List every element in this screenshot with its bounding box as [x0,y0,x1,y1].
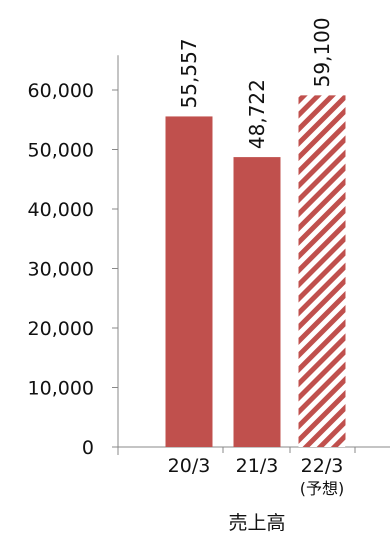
data-label: 48,722 [245,79,269,149]
data-label: 59,100 [310,17,334,87]
y-tick-label: 40,000 [28,199,94,221]
bar-21-3 [233,157,281,447]
x-axis-label: 売上高 [228,512,285,534]
data-label: 55,557 [177,38,201,108]
x-tick-sublabel: (予想) [300,479,345,498]
y-tick-label: 60,000 [28,80,94,102]
y-tick-label: 0 [82,437,94,459]
y-tick-label: 20,000 [28,318,94,340]
x-tick-label: 20/3 [168,455,211,477]
bar-20-3 [165,116,213,447]
x-tick-label: 22/3 [301,455,344,477]
x-tick-label: 21/3 [236,455,279,477]
y-tick-label: 50,000 [28,140,94,162]
bar-22-3 [298,95,346,447]
y-tick-label: 10,000 [28,378,94,400]
y-tick-label: 30,000 [28,259,94,281]
